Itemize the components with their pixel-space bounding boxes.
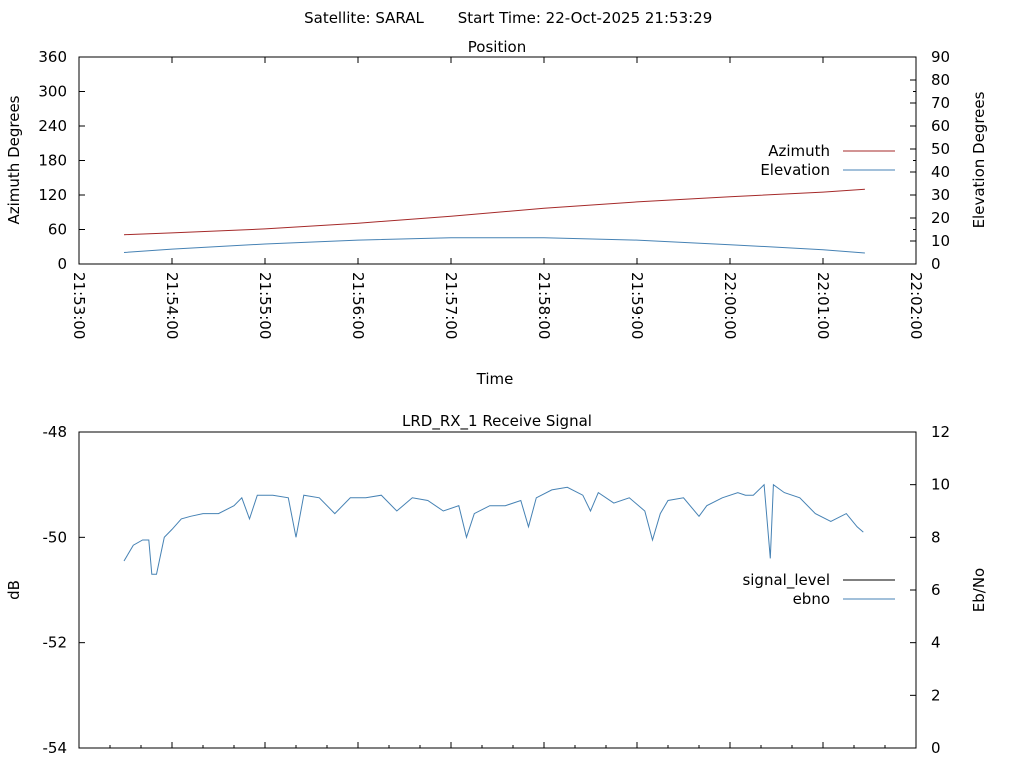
- signal-legend: signal_level ebno: [742, 571, 895, 608]
- right-tick-label: 70: [931, 94, 950, 112]
- signal-series: [123, 483, 864, 575]
- start-time-label: Start Time: 22-Oct-2025 21:53:29: [458, 9, 713, 27]
- right-tick-label: 2: [931, 686, 941, 704]
- right-tick-label: 10: [931, 476, 950, 494]
- signal-chart: LRD_RX_1 Receive Signal -48 -50 -52 -54 0 2 4…: [5, 412, 988, 757]
- left-tick-label: 300: [38, 83, 67, 101]
- series-line-azimuth: [123, 188, 865, 236]
- position-y2-axis-label: Elevation Degrees: [970, 91, 988, 228]
- right-tick-label: 40: [931, 163, 950, 181]
- left-tick-label: -50: [43, 528, 68, 546]
- position-legend: Azimuth Elevation: [760, 142, 895, 179]
- position-y-axis-label: Azimuth Degrees: [5, 95, 23, 224]
- right-tick-label: 20: [931, 209, 950, 227]
- right-tick-label: 12: [931, 423, 950, 441]
- position-left-axis: 0 60 120 180 240 300 360: [38, 48, 916, 273]
- signal-y-axis-label: dB: [5, 580, 23, 600]
- signal-left-axis: -48 -50 -52 -54: [43, 423, 85, 757]
- left-tick-label: -48: [43, 423, 68, 441]
- position-chart-title: Position: [468, 38, 526, 56]
- time-tick-label: 21:53:00: [70, 272, 88, 339]
- signal-chart-title: LRD_RX_1 Receive Signal: [402, 412, 592, 431]
- position-right-axis: 0 10 20 30 40 50 60 70 80 90: [910, 48, 950, 273]
- signal-plot-frame: [78, 431, 917, 749]
- time-tick-label: 22:00:00: [721, 272, 739, 339]
- legend-ebno-label: ebno: [793, 590, 830, 608]
- position-chart: Position 0 60 120 180 240 300 360 0 10 20 30 40 50 6…: [5, 38, 988, 388]
- left-tick-label: 360: [38, 48, 67, 66]
- right-tick-label: 0: [931, 739, 941, 757]
- signal-time-axis: [78, 742, 917, 748]
- legend-elevation-label: Elevation: [760, 161, 830, 179]
- right-tick-label: 60: [931, 117, 950, 135]
- signal-y2-axis-label: Eb/No: [970, 568, 988, 612]
- right-tick-label: 90: [931, 48, 950, 66]
- legend-azimuth-label: Azimuth: [768, 142, 830, 160]
- left-tick-label: 180: [38, 152, 67, 170]
- position-time-axis: 21:53:00 21:54:00 21:55:00 21:56:00 21:57:00…: [70, 57, 925, 339]
- left-tick-label: 240: [38, 117, 67, 135]
- position-x-axis-label: Time: [476, 370, 514, 388]
- right-tick-label: 6: [931, 581, 941, 599]
- right-tick-label: 10: [931, 232, 950, 250]
- left-tick-label: 120: [38, 186, 67, 204]
- satellite-label: Satellite: SARAL: [304, 9, 424, 27]
- right-tick-label: 4: [931, 634, 941, 652]
- time-tick-label: 21:58:00: [535, 272, 553, 339]
- time-tick-label: 21:56:00: [349, 272, 367, 339]
- left-tick-label: -52: [43, 634, 68, 652]
- right-tick-label: 80: [931, 71, 950, 89]
- position-series: [123, 188, 865, 254]
- series-line-ebno: [123, 483, 864, 575]
- right-tick-label: 50: [931, 140, 950, 158]
- left-tick-label: 0: [57, 255, 67, 273]
- right-tick-label: 0: [931, 255, 941, 273]
- left-tick-label: -54: [43, 739, 68, 757]
- time-tick-label: 21:54:00: [163, 272, 181, 339]
- time-tick-label: 21:57:00: [442, 272, 460, 339]
- legend-signal-level-label: signal_level: [742, 571, 830, 590]
- time-tick-label: 21:55:00: [256, 272, 274, 339]
- right-tick-label: 30: [931, 186, 950, 204]
- time-tick-label: 21:59:00: [628, 272, 646, 339]
- series-line-elevation: [123, 237, 865, 254]
- right-tick-label: 8: [931, 528, 941, 546]
- time-tick-label: 22:01:00: [814, 272, 832, 339]
- left-tick-label: 60: [48, 221, 67, 239]
- time-tick-label: 22:02:00: [907, 272, 925, 339]
- signal-right-axis: 0 2 4 6 8 10 12: [910, 423, 950, 757]
